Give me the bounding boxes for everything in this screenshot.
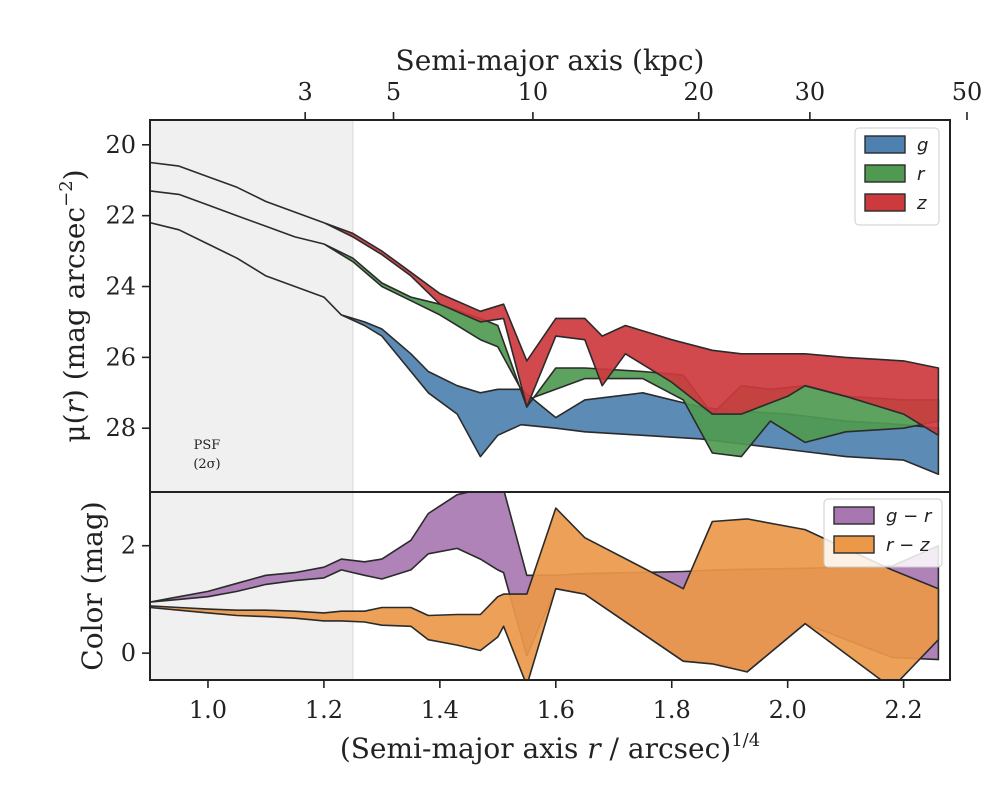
legend-label: g: [917, 135, 928, 156]
legend-swatch: [864, 164, 906, 183]
color-panel: 02 1.0 1.2 1.4 1.6 1.8 2.0 2.2 Color (mag) (Se…: [76, 491, 951, 765]
legend-swatch: [833, 535, 875, 554]
top-x-tick-label: 5: [386, 78, 401, 106]
legend-label: z: [916, 193, 927, 214]
legend-swatch: [864, 193, 906, 212]
top-x-axis-ticks: 351020305075: [298, 78, 983, 120]
top-x-tick-label: 30: [795, 78, 826, 106]
top-x-tick-label: 3: [298, 78, 313, 106]
legend-label: r − z: [886, 535, 930, 556]
psf-label-line1: PSF: [194, 438, 221, 453]
top-x-tick-label: 20: [683, 78, 714, 106]
top-x-tick-label: 10: [518, 78, 549, 106]
ylabel-superscript: −2: [56, 180, 77, 207]
y-tick-label: 0: [121, 639, 136, 667]
band-z: [150, 161, 940, 437]
x-tick-label: 1.2: [305, 696, 343, 724]
x-tick-label: 1.4: [421, 696, 459, 724]
legend-label: r: [917, 164, 926, 185]
x-tick-label: 1.6: [537, 696, 575, 724]
x-axis-ticks-bottom: 1.0 1.2 1.4 1.6 1.8 2.0 2.2: [189, 680, 923, 724]
ylabel-end: ): [58, 169, 91, 180]
y-tick-label: 28: [105, 414, 136, 442]
y-tick-label: 22: [105, 202, 136, 230]
top-y-axis-title: μ(r) (mag arcsec−2): [56, 169, 91, 442]
bottom-x-axis-title: (Semi-major axis r / arcsec)1/4: [340, 730, 760, 765]
x-tick-label: 1.8: [653, 696, 691, 724]
x-tick-label: 1.0: [189, 696, 227, 724]
xlabel-prefix: (Semi-major axis: [340, 732, 587, 765]
ylabel-middle: ) (mag arcsec: [58, 207, 91, 400]
xlabel-superscript: 1/4: [731, 730, 760, 751]
bottom-legend: g − r r − z: [823, 498, 943, 568]
xlabel-variable: r: [587, 732, 602, 765]
x-tick-label: 2.2: [885, 696, 923, 724]
ylabel-variable: r: [58, 398, 91, 413]
y-tick-label: 20: [105, 131, 136, 159]
y-axis-ticks-bottom: 02: [121, 532, 150, 667]
band-r-minus-z: [150, 507, 940, 680]
top-legend: grz: [854, 127, 940, 226]
xlabel-middle: / arcsec): [601, 732, 732, 765]
legend-swatch: [864, 135, 906, 154]
psf-region: [150, 120, 353, 492]
legend-label: g − r: [886, 506, 933, 527]
psf-label-line2: (2σ): [193, 457, 220, 472]
y-tick-label: 26: [105, 343, 136, 371]
bottom-panel-frame: [149, 491, 951, 681]
color-areas: [150, 492, 940, 680]
y-axis-ticks-top: 20 22 24 26 28: [105, 131, 150, 442]
y-tick-label: 24: [105, 273, 136, 301]
top-axis-title: Semi-major axis (kpc): [396, 44, 705, 77]
ylabel-prefix: μ(: [58, 413, 91, 442]
legend-swatch: [833, 506, 875, 525]
x-tick-label: 2.0: [769, 696, 807, 724]
surface-brightness-areas: [150, 161, 940, 476]
top-x-tick-label: 50: [952, 78, 983, 106]
bottom-y-axis-title: Color (mag): [76, 501, 109, 670]
y-tick-label: 2: [121, 532, 136, 560]
